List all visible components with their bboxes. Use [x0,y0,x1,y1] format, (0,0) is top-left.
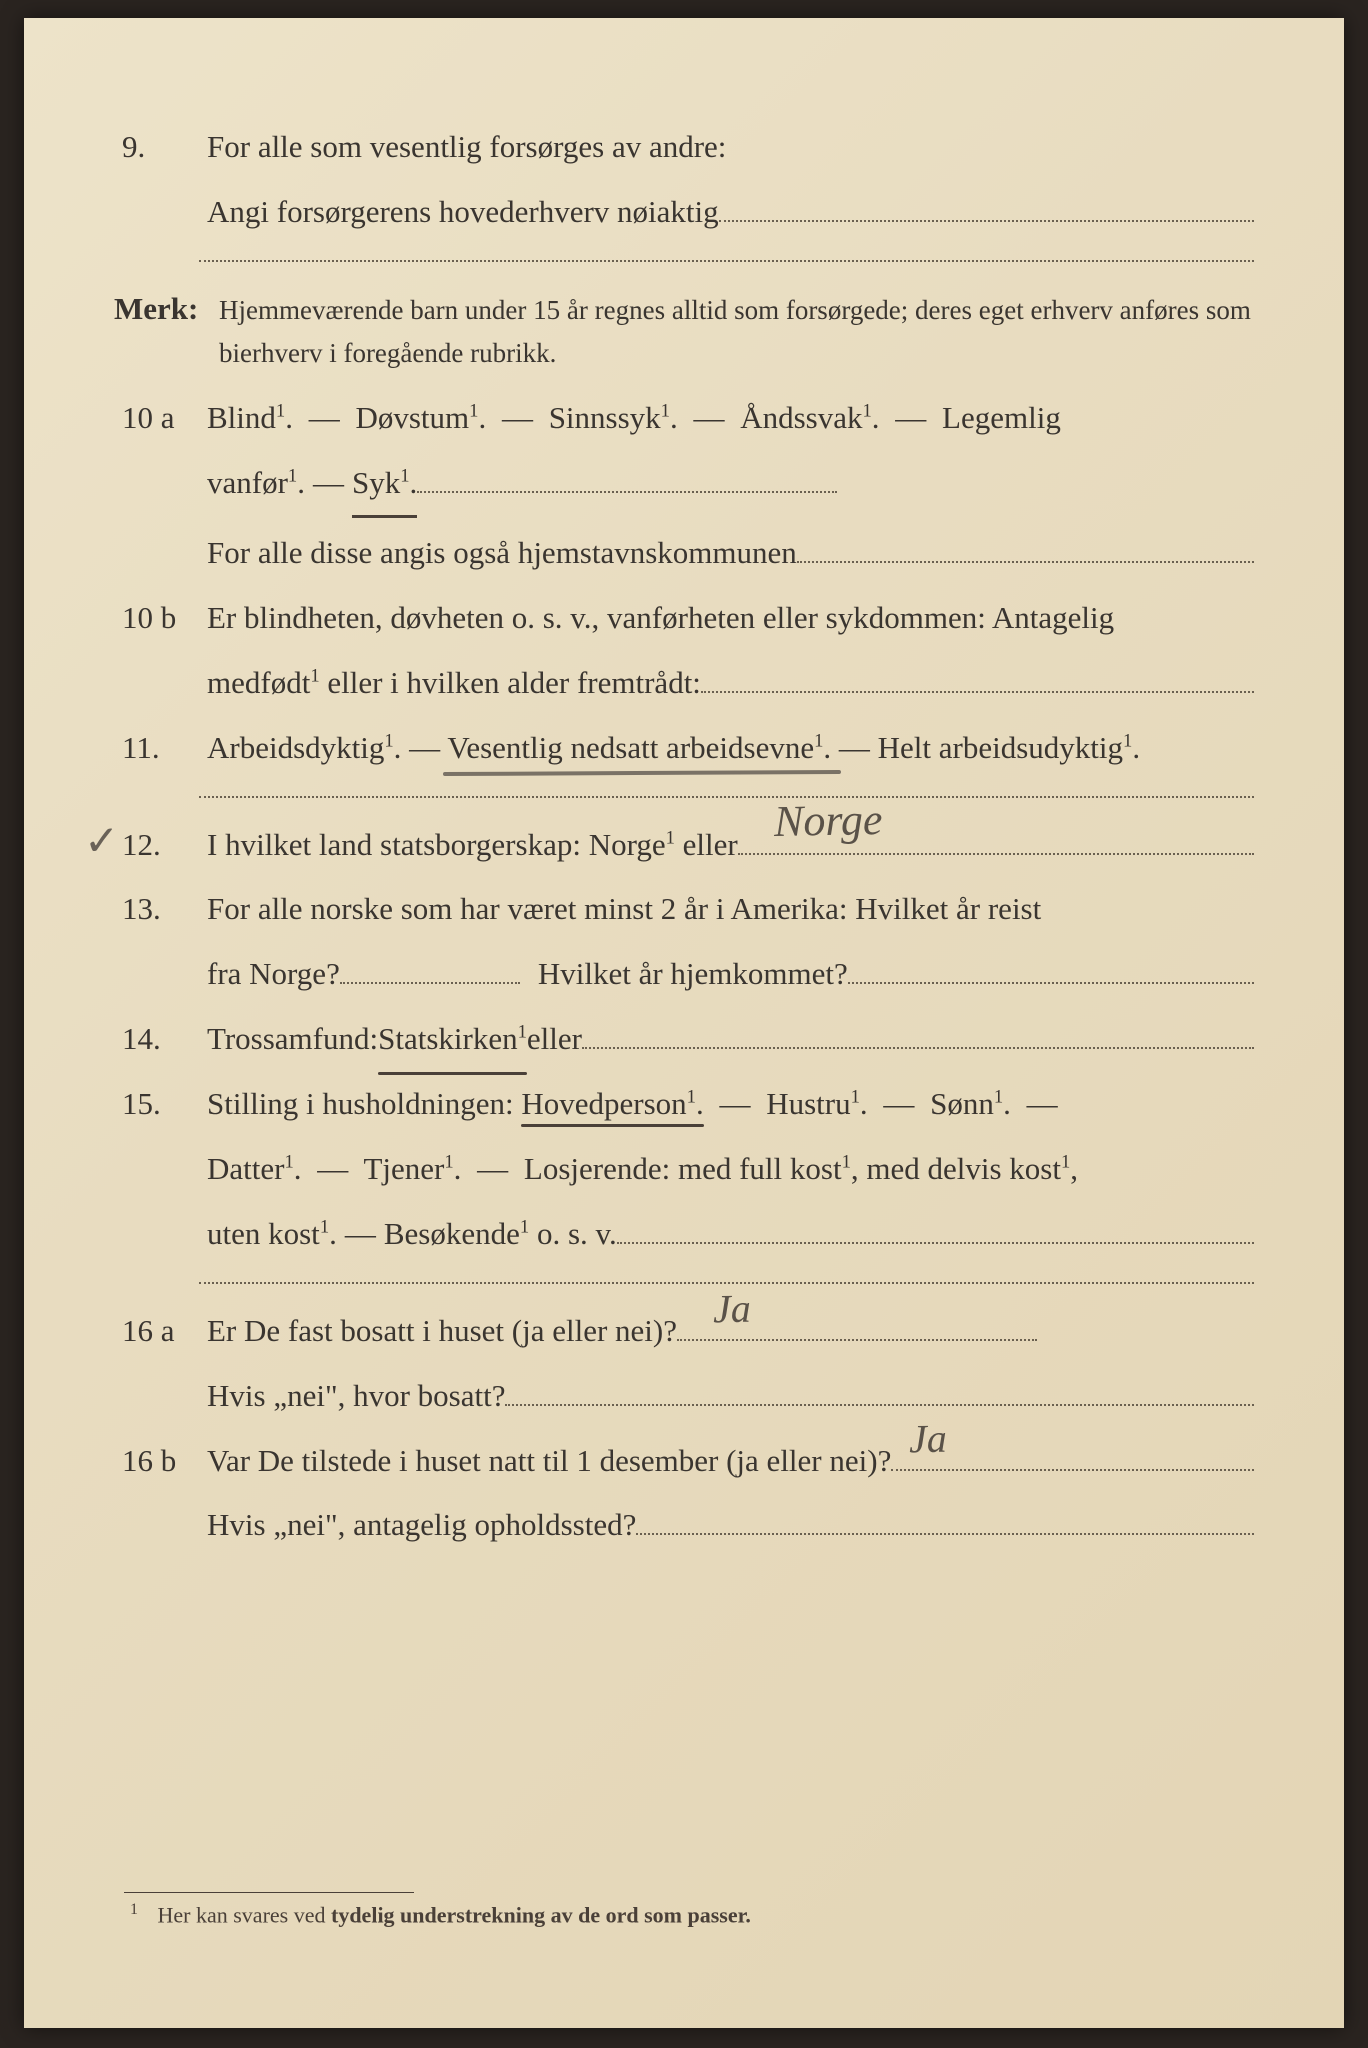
merk-text: Hjemmeværende barn under 15 år regnes al… [219,289,1254,375]
q15-row2: Datter1. — Tjener1. — Losjerende: med fu… [114,1140,1254,1199]
q16a-row2: Hvis „nei", hvor bosatt? [114,1367,1254,1426]
q16b: 16 b Var De tilstede i huset natt til 1 … [114,1432,1254,1491]
checkmark-icon: ✓ [84,816,119,865]
footnote-text: 1 Her kan svares ved tydelig understrekn… [130,1901,1244,1928]
dotted-line [417,455,837,493]
merk-row: Merk: Hjemmeværende barn under 15 år reg… [114,280,1254,375]
q15: 15. Stilling i husholdningen: Hovedperso… [114,1075,1254,1134]
divider [199,796,1254,798]
q10a-line3: For alle disse angis også hjemstavnskomm… [207,524,797,583]
dotted-line [617,1206,1254,1244]
q16b-answer-line: Ja [891,1433,1254,1471]
opt-arbeidsdyktig: Arbeidsdyktig1. [207,730,401,765]
opt-sonn: Sønn1. [930,1086,1011,1121]
q13: 13. For alle norske som har været minst … [114,880,1254,939]
opt-nedsatt-selected: Vesentlig nedsatt arbeidsevne1. [447,730,831,765]
q10a-row3: For alle disse angis også hjemstavnskomm… [114,524,1254,583]
q16a-answer-line: Ja [677,1303,1037,1341]
dotted-line [701,655,1254,693]
q10a: 10 a Blind1. — Døvstum1. — Sinnssyk1. — … [114,389,1254,448]
q9-number: 9. [114,118,207,177]
q13-number: 13. [114,880,207,939]
dotted-line [797,525,1254,563]
q10b-line1: Er blindheten, døvheten o. s. v., vanfør… [207,589,1254,648]
q9-line1: For alle som vesentlig forsørges av andr… [207,118,1254,177]
q16b-number: 16 b [114,1432,207,1491]
q16a-number: 16 a [114,1302,207,1361]
opt-losjerende: Losjerende: med full kost1, med delvis k… [524,1151,1078,1186]
dotted-line [582,1012,1254,1050]
opt-vanfor: vanfør1. [207,454,305,513]
opt-andssvak: Åndssvak1. [740,400,879,435]
q12-answer: Norge [767,778,889,864]
q14: 14. Trossamfund: Statskirken1 eller [114,1010,1254,1069]
footnote-area: 1 Her kan svares ved tydelig understrekn… [124,1892,1244,1928]
divider [199,260,1254,262]
q15-row3: uten kost1. — Besøkende1 o. s. v. [114,1205,1254,1264]
q12-number: 12. [114,816,207,875]
q10a-number: 10 a [114,389,207,448]
q16b-answer: Ja [903,1400,954,1477]
q10b-row2: medfødt1 eller i hvilken alder fremtrådt… [114,654,1254,713]
q15-number: 15. [114,1075,207,1134]
opt-dovstum: Døvstum1. [355,400,486,435]
opt-syk-selected: Syk1. [352,454,417,518]
opt-statskirken-selected: Statskirken1 [378,1010,527,1069]
q11-number: 11. [114,719,207,778]
footnote-rule [124,1892,414,1893]
q9: 9. For alle som vesentlig forsørges av a… [114,118,1254,177]
opt-sinnssyk: Sinnssyk1. [549,400,678,435]
opt-blind: Blind1. [207,400,293,435]
q13-line1: For alle norske som har været minst 2 år… [207,880,1254,939]
dotted-line [505,1368,1254,1406]
q13-row2: fra Norge? Hvilket år hjemkommet? [114,945,1254,1004]
merk-label: Merk: [114,280,219,339]
q12-answer-line: Norge [738,817,1254,855]
q10a-row2: vanfør1. — Syk1. [114,454,1254,518]
q9-line2: Angi forsørgerens hovederhverv nøiaktig [207,183,719,242]
opt-datter: Datter1. [207,1151,302,1186]
opt-tjener: Tjener1. [363,1151,461,1186]
q12: 12. I hvilket land statsborgerskap: Norg… [114,816,1254,875]
q16a: 16 a Er De fast bosatt i huset (ja eller… [114,1302,1254,1361]
dotted-line [340,947,520,985]
q11: 11. Arbeidsdyktig1. — Vesentlig nedsatt … [114,719,1254,778]
opt-hovedperson-selected: Hovedperson1. [521,1086,703,1121]
dotted-line [848,947,1254,985]
opt-legemlig: Legemlig [942,400,1061,435]
dotted-line [719,184,1254,222]
dotted-line [636,1498,1254,1536]
q10b-number: 10 b [114,589,207,648]
q16b-row2: Hvis „nei", antagelig opholdssted? [114,1496,1254,1555]
census-form-page: 9. For alle som vesentlig forsørges av a… [24,18,1344,2028]
opt-udyktig: Helt arbeidsudyktig1. [878,730,1140,765]
q16a-answer: Ja [706,1270,757,1347]
q10b: 10 b Er blindheten, døvheten o. s. v., v… [114,589,1254,648]
q9-row2: Angi forsørgerens hovederhverv nøiaktig [114,183,1254,242]
opt-hustru: Hustru1. [766,1086,867,1121]
q14-number: 14. [114,1010,207,1069]
